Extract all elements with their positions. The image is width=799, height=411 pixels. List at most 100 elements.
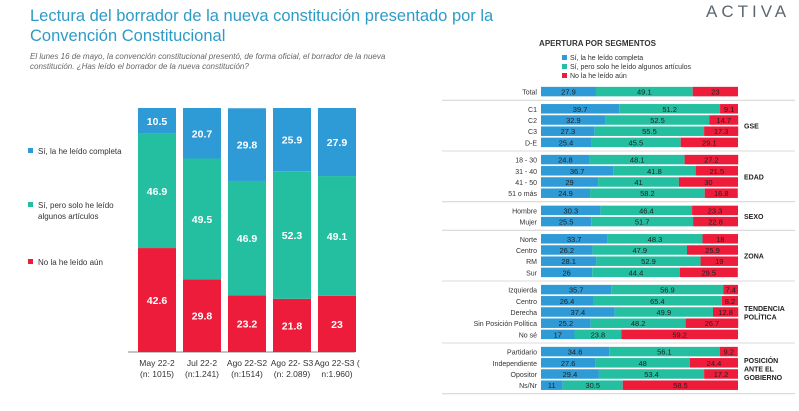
seg-bar-completa: [541, 346, 610, 357]
seg-value-label: 26.7: [705, 319, 720, 328]
seg-bar-algunos: [600, 205, 693, 216]
seg-bar-completa: [541, 177, 599, 187]
seg-row-label: Partidario: [507, 350, 537, 357]
seg-value-label: 9.1: [724, 105, 734, 114]
seg-value-label: 9.2: [724, 348, 734, 357]
seg-value-label: 36.7: [570, 167, 585, 176]
seg-row-label: Norte: [520, 237, 537, 244]
seg-value-label: 24.8: [558, 156, 573, 165]
seg-bar-completa: [541, 318, 591, 328]
seg-row-label: Sur: [526, 270, 538, 277]
seg-bar-no: [621, 329, 738, 340]
seg-value-label: 28.1: [561, 257, 576, 266]
seg-bar-completa: [541, 216, 592, 227]
seg-value-label: 17.2: [714, 370, 729, 379]
seg-value-label: 29.4: [563, 370, 578, 379]
seg-bar-completa: [541, 296, 594, 306]
seg-bar-no: [712, 307, 739, 317]
seg-legend-swatch-algunos: [562, 63, 567, 69]
seg-bar-algunos: [592, 267, 680, 278]
seg-bar-no: [692, 205, 738, 216]
seg-value-label: 51.2: [662, 105, 677, 114]
seg-legend-completa: Sí, la he leído completa: [562, 54, 643, 63]
group-label: POLÍTICA: [744, 312, 777, 321]
seg-row-label: Sin Posición Política: [474, 321, 538, 328]
seg-bar-algunos: [590, 318, 686, 328]
seg-bar-no: [689, 358, 738, 368]
seg-value-label: 25.9: [705, 246, 720, 255]
legend-label-completa: Sí, la he leído completa: [38, 147, 122, 156]
seg-value-label: 35.7: [569, 286, 584, 295]
seg-bar-no: [686, 245, 738, 255]
seg-value-label: 41: [634, 178, 642, 187]
legend-swatch-completa: [28, 148, 33, 153]
seg-value-label: 56.1: [657, 348, 672, 357]
seg-value-label: 52.9: [641, 257, 656, 266]
seg-bar-no: [719, 346, 738, 357]
seg-value-label: 48.2: [631, 319, 646, 328]
seg-row-label: C2: [528, 118, 537, 125]
seg-value-label: 11: [548, 381, 556, 390]
segments-title: APERTURA POR SEGMENTOS: [539, 39, 656, 48]
seg-value-label: 39.7: [573, 105, 588, 114]
seg-value-label: 29: [565, 178, 573, 187]
seg-value-label: 23.3: [708, 206, 723, 215]
seg-bar-algunos: [605, 115, 710, 125]
seg-bar-completa: [541, 284, 612, 295]
seg-value-label: 51.7: [635, 218, 650, 227]
group-label: POSICIÓN: [744, 356, 778, 365]
seg-value-label: 23: [711, 88, 719, 97]
seg-row-label: Opositor: [511, 372, 538, 379]
seg-bar-no: [678, 177, 738, 187]
group-label: SEXO: [744, 214, 764, 221]
seg-value-label: 23.8: [591, 330, 606, 339]
page-subtitle: El lunes 16 de mayo, la convención const…: [30, 52, 386, 71]
seg-bar-no: [721, 296, 738, 306]
seg-bar-no: [709, 115, 739, 125]
seg-bar-no: [684, 154, 739, 165]
seg-bar-no: [704, 188, 738, 198]
seg-value-label: 25.2: [559, 319, 574, 328]
seg-value-label: 48.1: [630, 156, 645, 165]
seg-row-label: 18 - 30: [515, 158, 537, 165]
seg-row-label: C3: [528, 129, 537, 136]
seg-bar-no: [692, 86, 738, 97]
seg-value-label: 27.2: [704, 156, 719, 165]
seg-bar-algunos: [595, 358, 690, 368]
seg-row-label: C1: [528, 107, 537, 114]
seg-bar-algunos: [611, 284, 724, 295]
seg-value-label: 49.9: [657, 308, 672, 317]
seg-bar-algunos: [592, 245, 687, 255]
legend-label-no: No la he leído aún: [38, 258, 103, 267]
seg-value-label: 44.4: [629, 268, 644, 277]
seg-value-label: 7.4: [725, 286, 735, 295]
seg-bar-no: [704, 369, 738, 379]
seg-row-label: Independiente: [493, 361, 537, 368]
seg-bar-algunos: [593, 296, 722, 306]
seg-bar-no: [685, 318, 739, 328]
group-label: GSE: [744, 124, 759, 131]
seg-bar-no: [723, 284, 738, 295]
seg-bar-algunos: [598, 369, 705, 379]
seg-bar-completa: [541, 86, 596, 97]
seg-row-label: 31 - 40: [515, 169, 537, 176]
seg-value-label: 17.3: [714, 127, 729, 136]
seg-value-label: 18: [716, 235, 724, 244]
seg-value-label: 48: [638, 359, 646, 368]
seg-bar-algunos: [609, 346, 720, 357]
seg-value-label: 24.4: [707, 359, 722, 368]
seg-value-label: 12.8: [718, 308, 733, 317]
seg-row-label: Centro: [516, 248, 537, 255]
seg-bar-completa: [541, 369, 599, 379]
seg-value-label: 52.5: [650, 116, 665, 125]
seg-value-label: 17: [554, 330, 562, 339]
seg-bar-no: [700, 256, 738, 266]
seg-value-label: 26.4: [560, 297, 575, 306]
seg-value-label: 34.6: [568, 348, 583, 357]
seg-bar-algunos: [589, 154, 685, 165]
seg-legend-label-algunos: Sí, pero solo he leído algunos artículos: [570, 64, 692, 71]
seg-row-label: Centro: [516, 299, 537, 306]
seg-bar-completa: [541, 115, 606, 125]
seg-bar-no: [702, 234, 738, 244]
seg-legend-algunos: Sí, pero solo he leído algunos artículos: [562, 63, 691, 72]
